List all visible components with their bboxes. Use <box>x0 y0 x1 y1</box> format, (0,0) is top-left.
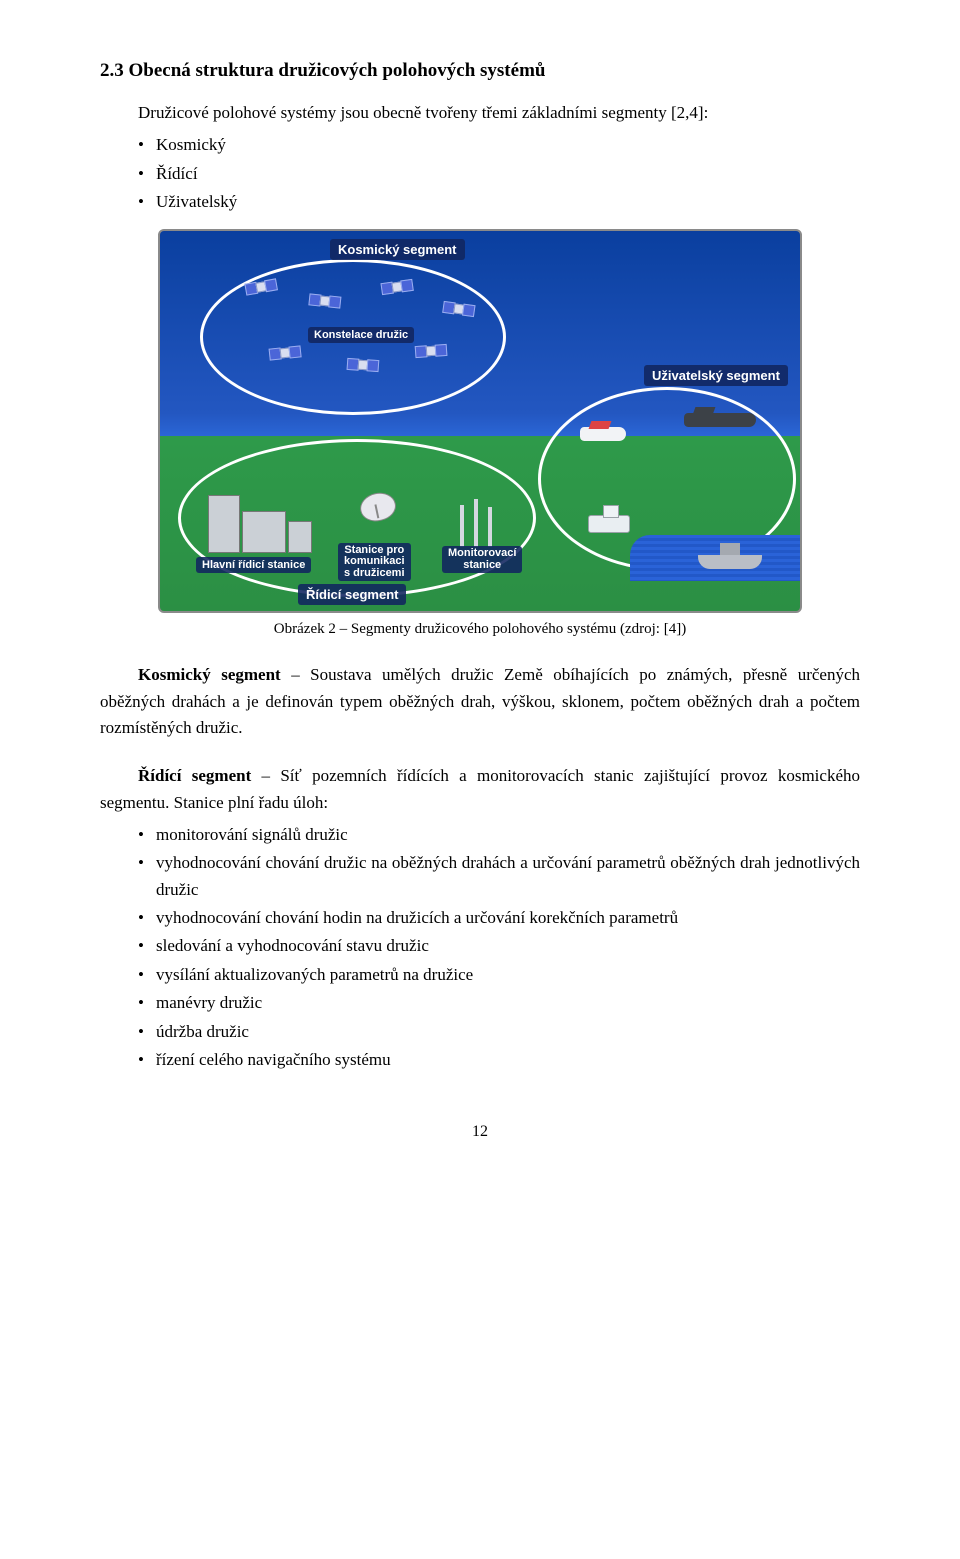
figure-caption: Obrázek 2 – Segmenty družicového polohov… <box>100 621 860 638</box>
segments-diagram: Kosmický segment Konstelace družic Uživa… <box>158 229 802 613</box>
list-item: vysílání aktualizovaných parametrů na dr… <box>100 962 860 988</box>
tower-icon <box>488 507 492 547</box>
monitorovaci-label: Monitorovací stanice <box>442 546 522 573</box>
list-item: vyhodnocování chování družic na oběžných… <box>100 850 860 903</box>
intro-paragraph: Družicové polohové systémy jsou obecně t… <box>100 100 860 126</box>
kosmicky-segment-label: Kosmický segment <box>330 239 465 260</box>
list-item: vyhodnocování chování hodin na družicích… <box>100 905 860 931</box>
small-plane-icon <box>580 427 626 441</box>
satellite-icon <box>348 356 379 372</box>
kosmicky-lead: Kosmický segment <box>138 665 281 684</box>
truck-icon <box>588 515 630 533</box>
ridici-segment-label: Řídicí segment <box>298 584 406 605</box>
bomber-icon <box>684 413 756 427</box>
hlavni-ridici-label: Hlavní řídicí stanice <box>196 557 311 573</box>
list-item: monitorování signálů družic <box>100 822 860 848</box>
tower-icon <box>460 505 464 547</box>
ship-icon <box>698 555 762 569</box>
list-item: Uživatelský <box>100 189 860 215</box>
list-item: Kosmický <box>100 132 860 158</box>
list-item: manévry družic <box>100 990 860 1016</box>
stanice-komunikaci-label: Stanice pro komunikaci s družicemi <box>338 543 411 582</box>
segments-list: Kosmický Řídící Uživatelský <box>100 132 860 215</box>
konstelace-label: Konstelace družic <box>308 327 414 343</box>
building-icon <box>208 495 240 553</box>
ridici-lead: Řídící segment <box>138 766 251 785</box>
list-item: sledování a vyhodnocování stavu družic <box>100 933 860 959</box>
page-number: 12 <box>100 1123 860 1141</box>
ridici-tasks-list: monitorování signálů družic vyhodnocován… <box>100 822 860 1073</box>
ridici-paragraph: Řídící segment – Síť pozemních řídících … <box>100 763 860 816</box>
uzivatelsky-segment-label: Uživatelský segment <box>644 365 788 386</box>
kosmicky-paragraph: Kosmický segment – Soustava umělých druž… <box>100 662 860 741</box>
satellite-icon <box>416 342 447 358</box>
figure: Kosmický segment Konstelace družic Uživa… <box>100 229 860 613</box>
list-item: Řídící <box>100 161 860 187</box>
building-icon <box>288 521 312 553</box>
list-item: řízení celého navigačního systému <box>100 1047 860 1073</box>
page: 2.3 Obecná struktura družicových polohov… <box>0 0 960 1181</box>
tower-icon <box>474 499 478 547</box>
section-heading: 2.3 Obecná struktura družicových polohov… <box>100 60 860 82</box>
building-icon <box>242 511 286 553</box>
list-item: údržba družic <box>100 1019 860 1045</box>
